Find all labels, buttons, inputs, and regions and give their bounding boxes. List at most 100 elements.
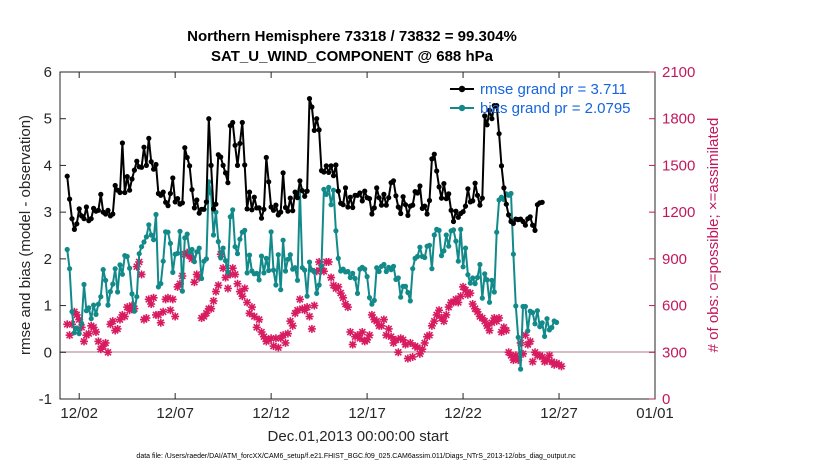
bias-point	[525, 328, 531, 334]
rmse-point	[196, 210, 202, 216]
rmse-point	[127, 187, 133, 193]
x-tick-label: 12/22	[444, 405, 482, 422]
obs-count-marker	[408, 352, 417, 361]
rmse-point	[273, 202, 279, 208]
bias-point	[189, 246, 195, 253]
y-right-tick-label: 900	[662, 251, 687, 268]
rmse-point	[117, 189, 123, 196]
bias-point	[304, 293, 310, 299]
bias-point	[333, 228, 339, 234]
rmse-point	[530, 222, 536, 228]
bias-point	[64, 246, 70, 253]
obs-count-marker	[120, 312, 129, 321]
bias-point	[110, 281, 116, 287]
bias-point	[67, 266, 73, 272]
bias-point	[270, 267, 277, 273]
rmse-point	[258, 215, 265, 221]
obs-count-marker	[454, 298, 463, 307]
x-tick-label: 12/27	[540, 405, 578, 422]
rmse-point	[333, 162, 339, 168]
bias-point	[549, 324, 555, 331]
bias-point	[542, 333, 548, 339]
rmse-point	[266, 179, 272, 185]
rmse-point	[345, 204, 351, 210]
rmse-point	[424, 211, 430, 217]
bias-point	[220, 245, 226, 251]
bias-point	[266, 267, 272, 274]
bias-point	[518, 366, 524, 372]
rmse-point	[225, 180, 231, 186]
bias-point	[254, 270, 260, 276]
rmse-point	[249, 207, 255, 213]
bias-point	[470, 275, 476, 281]
obs-count-marker	[65, 331, 74, 340]
rmse-point	[237, 140, 243, 147]
rmse-point	[230, 119, 236, 126]
bias-point	[258, 253, 265, 259]
obs-count-marker	[502, 326, 511, 335]
bias-point	[261, 270, 267, 276]
obs-count-marker	[137, 270, 146, 279]
rmse-point	[477, 202, 483, 208]
rmse-point	[76, 206, 82, 212]
bias-point	[237, 236, 243, 242]
bias-point	[194, 249, 200, 255]
obs-count-marker	[557, 362, 566, 371]
obs-count-marker	[156, 318, 165, 327]
rmse-point	[165, 203, 171, 209]
rmse-point	[222, 170, 229, 176]
obs-count-marker	[84, 329, 93, 338]
bias-point	[537, 324, 543, 330]
rmse-point	[328, 163, 334, 169]
rmse-point	[405, 212, 411, 218]
bias-point	[405, 289, 411, 296]
rmse-point	[69, 216, 75, 222]
rmse-point	[261, 206, 267, 212]
rmse-point	[263, 154, 269, 161]
rmse-point	[402, 202, 409, 208]
obs-count-marker	[485, 326, 494, 335]
rmse-point	[297, 178, 303, 184]
bias-point	[292, 265, 298, 271]
rmse-point	[244, 206, 250, 212]
bias-point	[218, 255, 224, 261]
rmse-point	[179, 200, 185, 206]
rmse-point	[122, 189, 128, 196]
rmse-point	[410, 202, 416, 208]
rmse-point	[446, 191, 452, 197]
rmse-point	[347, 194, 353, 200]
rmse-point	[498, 163, 505, 169]
bias-point	[544, 316, 550, 322]
bias-point	[314, 290, 320, 296]
rmse-point	[374, 185, 380, 191]
bias-point	[215, 239, 221, 245]
rmse-point	[141, 144, 147, 150]
bias-point	[539, 320, 545, 326]
bias-point	[482, 271, 488, 277]
bias-point	[390, 263, 397, 269]
bias-point	[227, 214, 233, 220]
bias-point	[414, 253, 421, 260]
obs-count-marker	[238, 292, 247, 301]
obs-count-marker	[456, 292, 465, 301]
y-tick-label: 0	[44, 344, 52, 361]
rmse-point	[506, 212, 512, 218]
bias-point	[98, 294, 104, 300]
bias-point	[362, 266, 368, 272]
legend-rmse-label: rmse grand pr = 3.711	[480, 81, 627, 98]
obs-count-marker	[247, 303, 256, 312]
bias-point	[148, 232, 154, 238]
rmse-point	[203, 199, 209, 205]
bias-point	[510, 251, 516, 257]
bias-point	[242, 227, 248, 233]
rmse-point	[532, 227, 538, 233]
obs-count-marker	[255, 315, 264, 324]
bias-point	[196, 245, 202, 251]
obs-count-marker	[223, 284, 232, 293]
bias-point	[383, 268, 389, 275]
bias-point	[282, 268, 289, 274]
rmse-point	[376, 195, 382, 201]
bias-point	[443, 232, 449, 238]
obs-count-marker	[113, 324, 122, 333]
rmse-point	[381, 191, 387, 197]
